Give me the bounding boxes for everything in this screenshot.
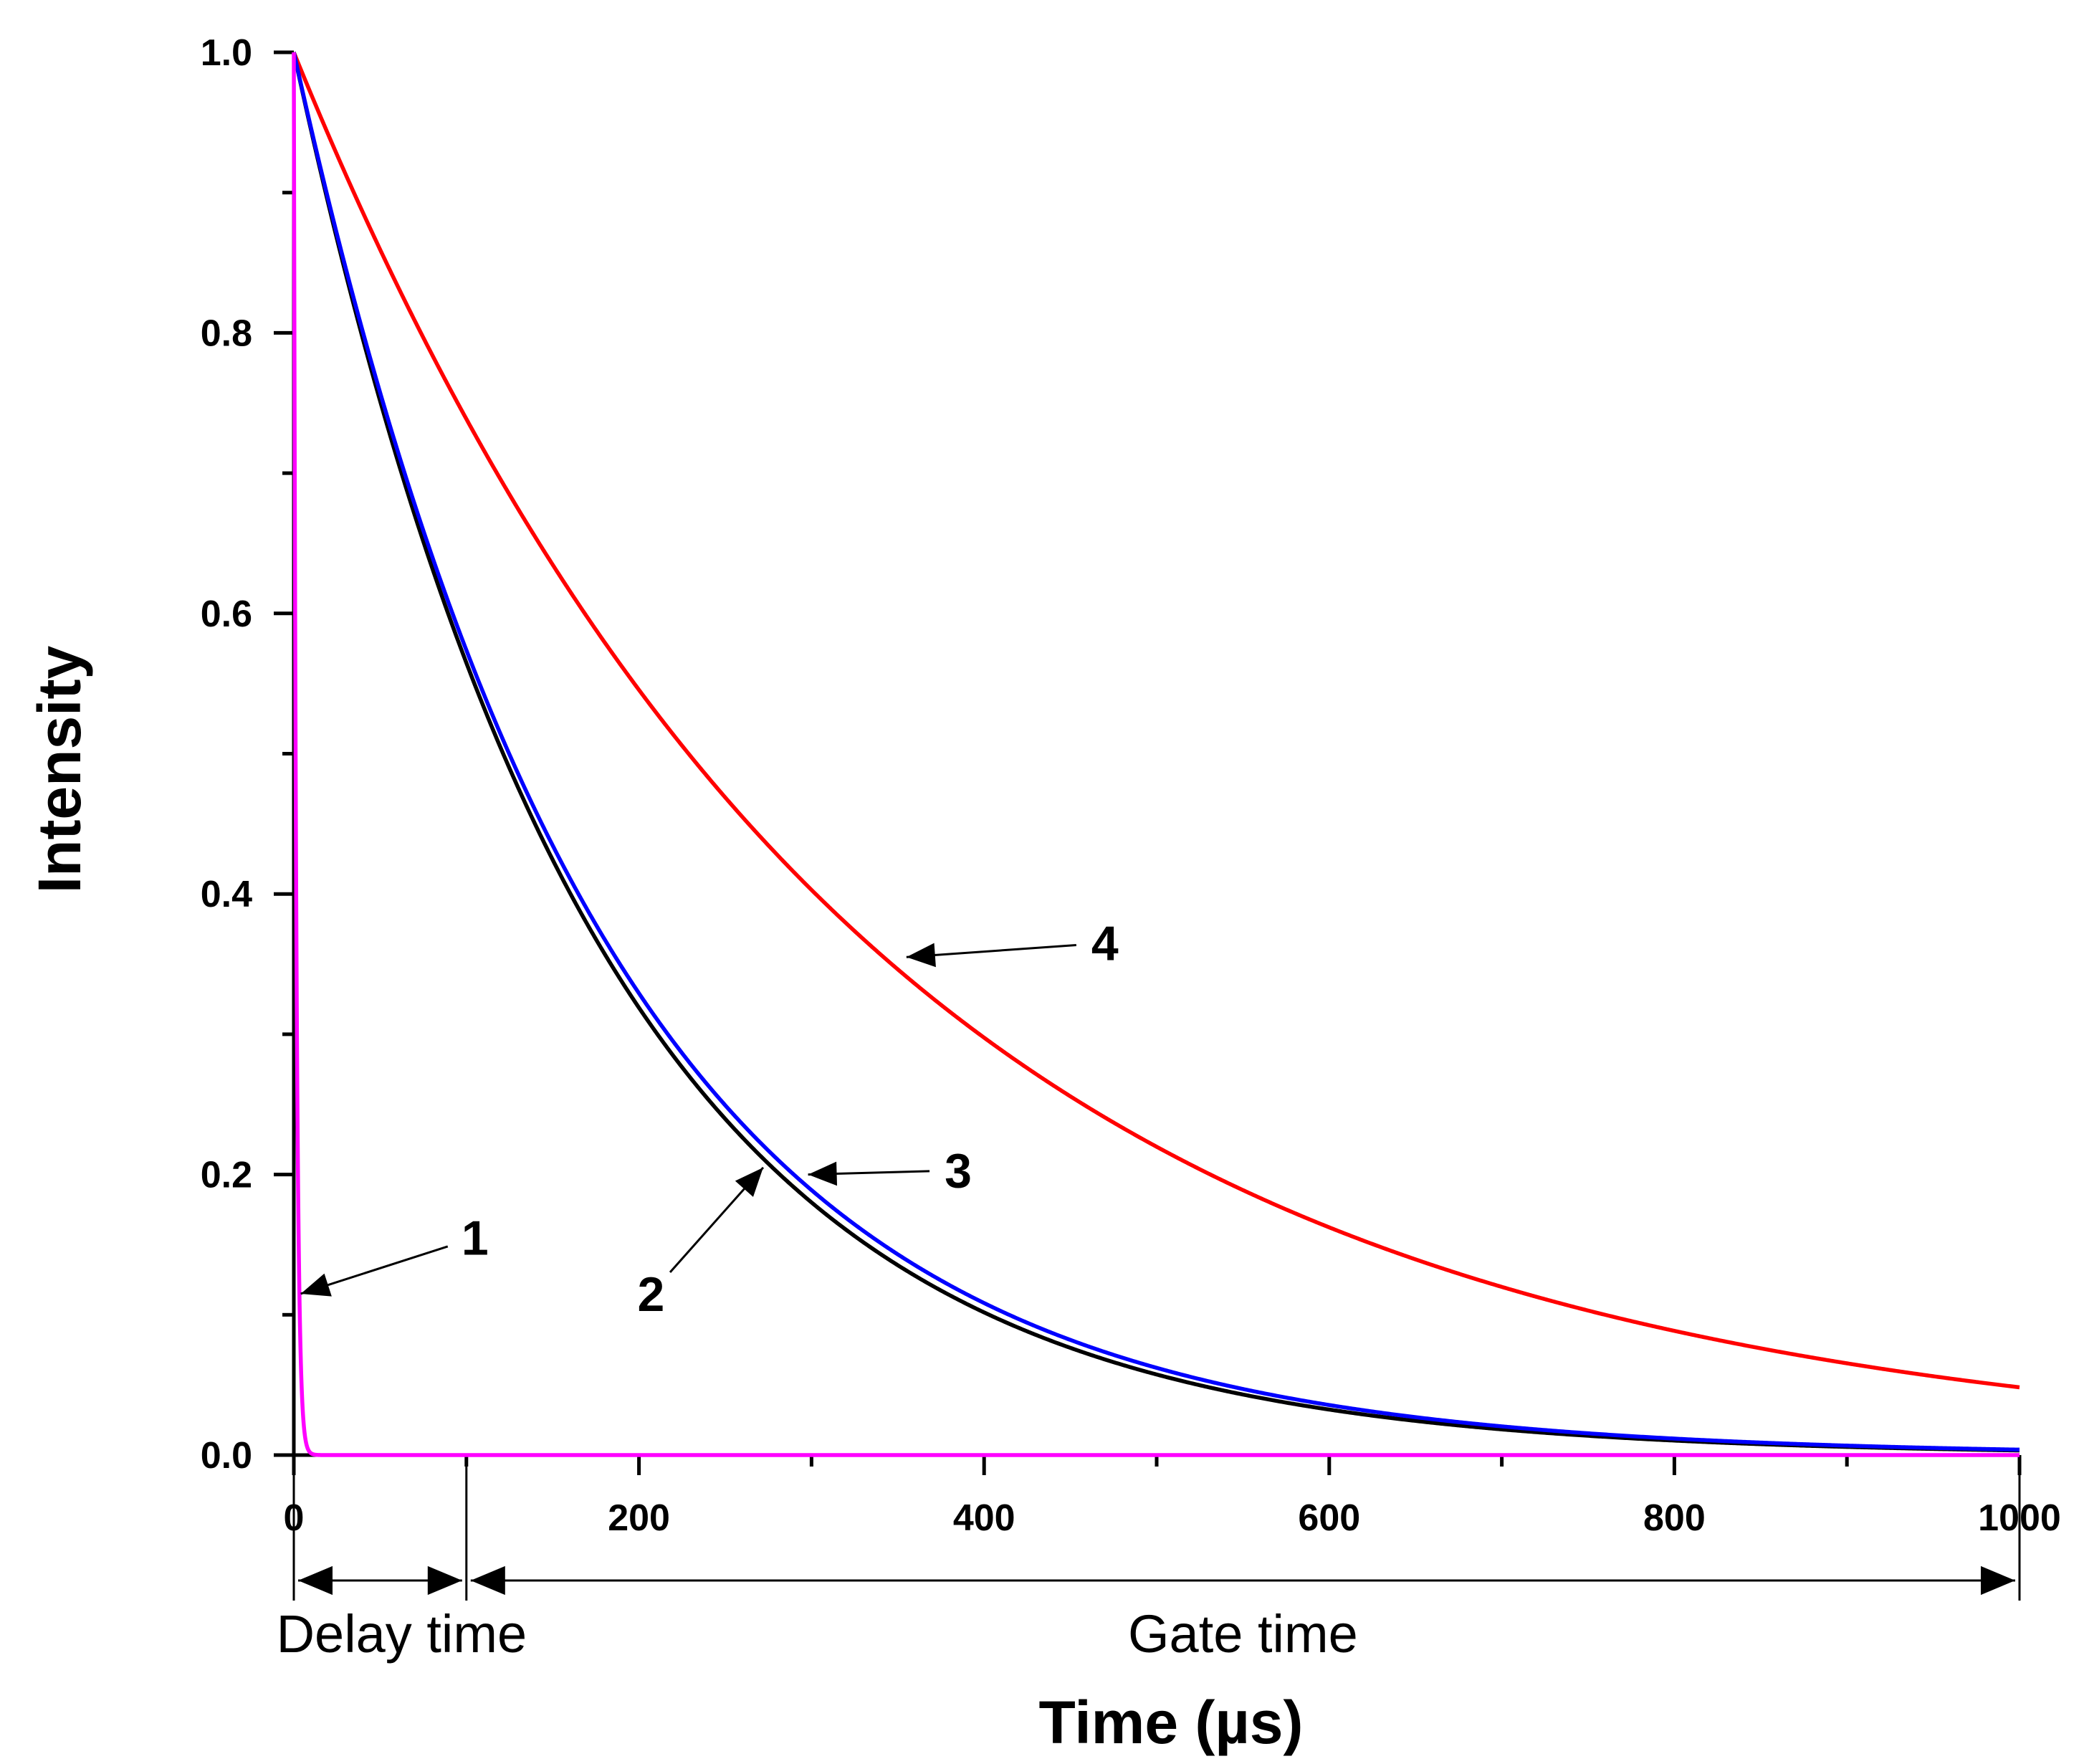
y-tick-label: 0.4 xyxy=(201,874,252,915)
series-2-curve xyxy=(292,52,2020,1453)
x-axis-title: Time (µs) xyxy=(1039,1689,1304,1756)
annotation-1-label: 1 xyxy=(462,1211,489,1266)
x-tick-label: 600 xyxy=(1298,1497,1360,1539)
series-curves xyxy=(292,50,2020,1457)
span-1-label: Gate time xyxy=(1128,1604,1358,1664)
span-0-arrowhead-right xyxy=(427,1565,462,1596)
series-3-curve xyxy=(292,52,2020,1452)
span-1-arrowhead-left xyxy=(470,1565,505,1596)
annotation-3-arrowhead xyxy=(808,1161,838,1186)
curve-annotations: 1 2 3 4 xyxy=(300,917,1119,1322)
series-1-curve xyxy=(292,50,2020,1457)
annotation-3-label: 3 xyxy=(945,1144,972,1198)
y-tick-label: 0.8 xyxy=(201,313,252,354)
y-tick-label: 0.2 xyxy=(201,1155,252,1196)
y-axis-title: Intensity xyxy=(26,646,93,894)
time-spans: Delay time Gate time xyxy=(277,1462,2021,1664)
y-tick-label: 1.0 xyxy=(201,32,252,74)
x-tick-label: 400 xyxy=(953,1497,1015,1539)
span-0-arrowhead-left xyxy=(298,1565,333,1596)
annotation-4-label: 4 xyxy=(1091,917,1119,971)
y-tick-label: 0.6 xyxy=(201,593,252,635)
x-tick-label: 200 xyxy=(608,1497,670,1539)
series-4-curve xyxy=(292,51,2020,1390)
annotation-1-arrowhead xyxy=(300,1273,332,1297)
annotation-2-arrowhead xyxy=(735,1167,763,1197)
x-tick-label: 800 xyxy=(1643,1497,1706,1539)
span-0-label: Delay time xyxy=(277,1604,527,1664)
span-1-arrowhead-right xyxy=(1981,1565,2015,1596)
y-tick-label: 0.0 xyxy=(201,1435,252,1477)
annotation-2-label: 2 xyxy=(638,1267,665,1322)
annotation-4-arrowhead xyxy=(906,943,936,968)
axes xyxy=(292,52,2020,1457)
